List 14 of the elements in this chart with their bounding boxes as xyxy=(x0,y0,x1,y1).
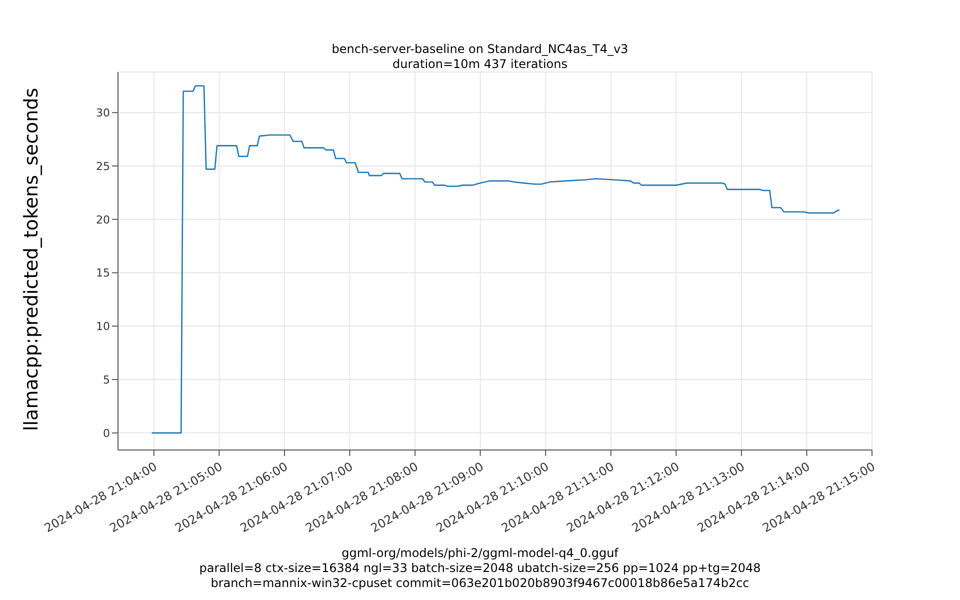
text: ggml-org/models/phi-2/ggml-model-q4_0.gguf xyxy=(340,546,620,561)
y-tick-label: 10 xyxy=(96,320,110,334)
text: parallel=8 ctx-size=16384 ngl=33 batch-size=2048 ubatch-size=256 pp=1024 pp+tg=2048 xyxy=(198,561,762,576)
y-tick-label: 0 xyxy=(103,426,110,440)
y-tick-label: 15 xyxy=(96,266,110,280)
y-tick-label: 30 xyxy=(96,106,110,120)
y-axis-title: llamacpp:predicted_tokens_seconds xyxy=(20,88,43,431)
text: branch=mannix-win32-cpuset commit=063e201b020b8903f9467c00018b86e5a174b2cc xyxy=(210,576,750,591)
y-tick-label: 20 xyxy=(96,213,110,226)
chart-title: bench-server-baseline on Standard_NC4as_T4_v3 xyxy=(330,42,630,57)
y-tick-label: 25 xyxy=(96,160,110,173)
y-tick-label: 5 xyxy=(103,373,110,386)
chart-subtitle: duration=10m 437 iterations xyxy=(392,57,568,72)
line-series xyxy=(151,85,840,434)
